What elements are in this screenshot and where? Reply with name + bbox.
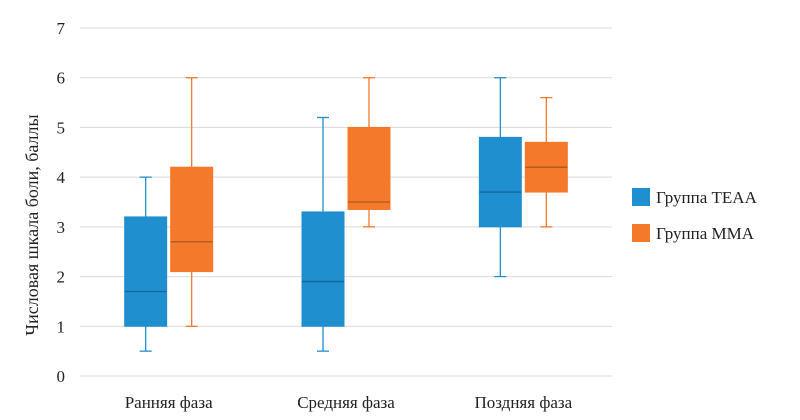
box-teaa bbox=[124, 176, 168, 352]
iqr-box bbox=[301, 211, 345, 327]
iqr-box bbox=[478, 136, 522, 228]
legend-swatch bbox=[632, 224, 650, 242]
x-axis-categories: Ранняя фаза Средняя фаза Поздняя фаза bbox=[125, 393, 573, 412]
y-tick-label: 1 bbox=[57, 317, 66, 336]
x-category-label: Средняя фаза bbox=[297, 393, 395, 412]
box-mma bbox=[524, 96, 568, 228]
iqr-box bbox=[124, 216, 168, 327]
y-tick-label: 6 bbox=[57, 69, 66, 88]
x-category-label: Ранняя фаза bbox=[125, 393, 213, 412]
y-axis-ticks: 0 1 2 3 4 5 6 7 bbox=[57, 19, 66, 386]
legend: Группа TEAA Группа MMA bbox=[632, 188, 758, 243]
legend-swatch bbox=[632, 188, 650, 206]
y-tick-label: 3 bbox=[57, 218, 66, 237]
boxes bbox=[124, 77, 568, 352]
grid-lines bbox=[80, 27, 612, 377]
iqr-box bbox=[347, 126, 391, 210]
box-mma bbox=[170, 77, 214, 327]
y-tick-label: 7 bbox=[57, 19, 66, 38]
y-tick-label: 5 bbox=[57, 118, 66, 137]
box-mma bbox=[347, 77, 391, 228]
y-axis-label: Числовая шкала боли, баллы bbox=[22, 114, 42, 335]
y-tick-label: 0 bbox=[57, 367, 66, 386]
legend-label: Группа TEAA bbox=[656, 188, 758, 207]
legend-label: Группа MMA bbox=[656, 224, 755, 243]
x-category-label: Поздняя фаза bbox=[475, 393, 573, 412]
box-teaa bbox=[478, 77, 522, 278]
iqr-box bbox=[170, 166, 214, 273]
box-teaa bbox=[301, 116, 345, 352]
y-tick-label: 4 bbox=[57, 168, 66, 187]
iqr-box bbox=[524, 141, 568, 193]
y-tick-label: 2 bbox=[57, 268, 66, 287]
